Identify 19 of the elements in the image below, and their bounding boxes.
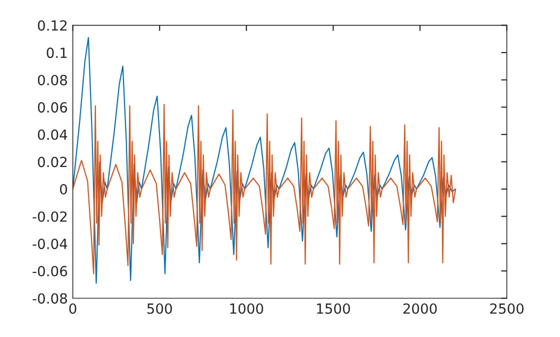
x-tick-label: 0 <box>69 303 76 314</box>
x-tick-label: 2500 <box>490 303 524 314</box>
y-tick-label: 0 <box>60 184 68 195</box>
line-series <box>72 37 456 284</box>
y-tick-label: 0.08 <box>38 74 67 86</box>
x-tick-label: 2000 <box>403 303 437 314</box>
y-tick-label: -0.04 <box>32 238 68 250</box>
x-tick-label: 1500 <box>317 303 350 314</box>
y-tick-label: 0.06 <box>38 102 68 113</box>
y-tick-label: 0.1 <box>46 48 67 58</box>
x-tick-label: 500 <box>147 303 172 314</box>
y-tick-label: 0.02 <box>38 156 67 168</box>
y-tick-label: -0.02 <box>32 211 67 222</box>
y-tick-label: 0.04 <box>38 129 68 140</box>
y-tick-label: 0.12 <box>38 20 67 31</box>
x-tick-label: 1000 <box>230 303 264 314</box>
y-tick-label: -0.08 <box>32 293 67 304</box>
line-series <box>72 104 456 274</box>
y-tick-label: -0.06 <box>32 266 68 276</box>
